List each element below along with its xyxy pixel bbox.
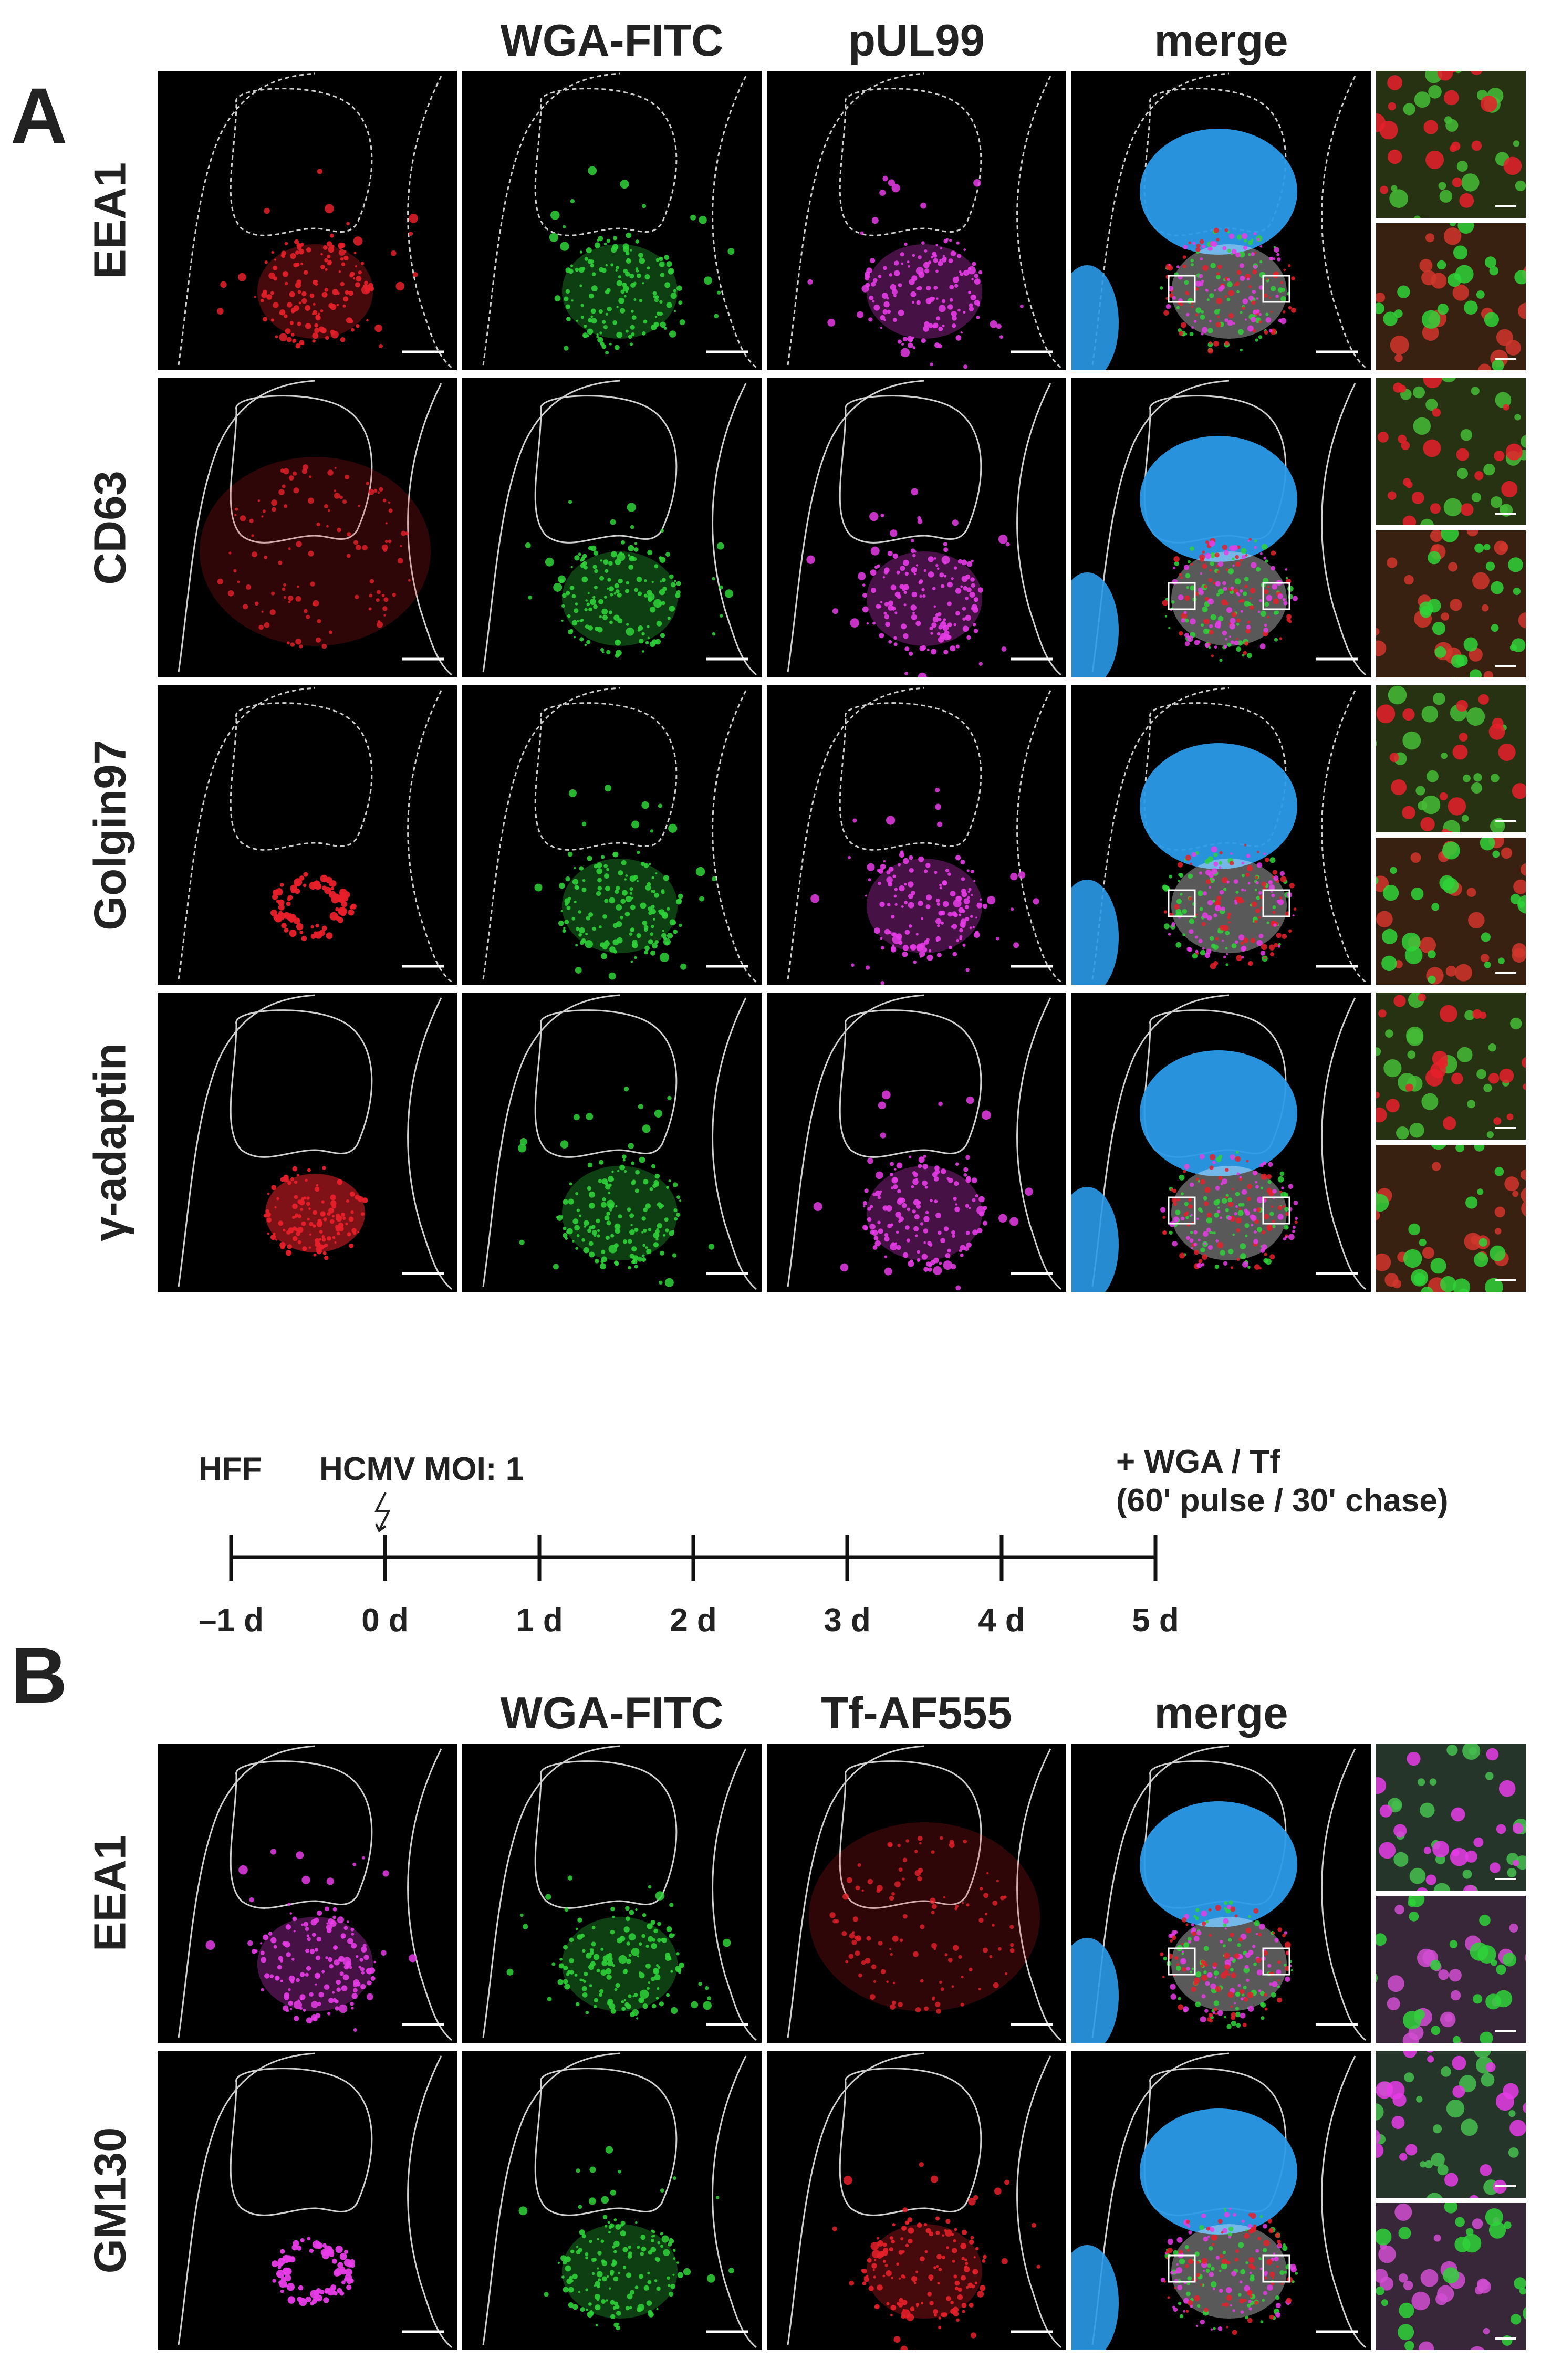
lightning-icon bbox=[374, 1492, 391, 1533]
panel-a-col-pul99: pUL99 bbox=[848, 16, 985, 66]
panel-a-gamma-adaptin-ch3 bbox=[767, 993, 1066, 1292]
panel-a-eea1-merge bbox=[1071, 71, 1371, 370]
panel-b-eea1-marker bbox=[158, 1744, 457, 2043]
panel-b-gm130-ch3 bbox=[767, 2051, 1066, 2350]
panel-a-cd63-wga bbox=[462, 378, 762, 677]
panel-a-row-golgin97: Golgin97 bbox=[85, 739, 136, 931]
panel-a-cd63-zoom-1 bbox=[1376, 378, 1526, 525]
timeline-tick-label: 2 d bbox=[670, 1602, 717, 1638]
panel-a-cd63-zoom-2 bbox=[1376, 530, 1526, 677]
panel-b-gm130-zoom-2 bbox=[1376, 2203, 1526, 2350]
panel-b-gm130-wga bbox=[462, 2051, 762, 2350]
panel-a-eea1-marker bbox=[158, 71, 457, 370]
panel-b-gm130-marker bbox=[158, 2051, 457, 2350]
panel-b-col-merge: merge bbox=[1154, 1688, 1288, 1738]
timeline-tick-label: –1 d bbox=[198, 1602, 264, 1638]
panel-a-cd63-merge bbox=[1071, 378, 1371, 677]
panel-a-row-gamma-adaptin: γ-adaptin bbox=[85, 1043, 136, 1241]
timeline-tick-label: 4 d bbox=[978, 1602, 1025, 1638]
panel-a-golgin97-marker bbox=[158, 685, 457, 985]
panel-b-row-eea1: EEA1 bbox=[85, 1834, 136, 1952]
panel-b-col-tf: Tf-AF555 bbox=[821, 1688, 1012, 1738]
panel-b-gm130-zoom-1 bbox=[1376, 2051, 1526, 2198]
panel-b-eea1-ch3 bbox=[767, 1744, 1066, 2043]
panel-b-row-gm130: GM130 bbox=[85, 2127, 136, 2274]
panel-a-golgin97-merge bbox=[1071, 685, 1371, 985]
panel-a-col-wga: WGA-FITC bbox=[500, 16, 724, 66]
panel-a-eea1-wga bbox=[462, 71, 762, 370]
panel-a-cd63-marker bbox=[158, 378, 457, 677]
timeline-treatment-detail: (60' pulse / 30' chase) bbox=[1116, 1483, 1449, 1519]
panel-b-eea1-wga bbox=[462, 1744, 762, 2043]
panel-a-letter: A bbox=[11, 71, 68, 160]
panel-a-gamma-adaptin-zoom-2 bbox=[1376, 1145, 1526, 1292]
timeline-axis bbox=[229, 1535, 1158, 1581]
panel-a-gamma-adaptin-marker bbox=[158, 993, 457, 1292]
panel-a-col-merge: merge bbox=[1154, 16, 1288, 66]
panel-a-eea1-zoom-2 bbox=[1376, 223, 1526, 370]
timeline-infection-label: HCMV MOI: 1 bbox=[319, 1451, 524, 1487]
panel-a-gamma-adaptin-zoom-1 bbox=[1376, 993, 1526, 1140]
panel-a-golgin97-zoom-2 bbox=[1376, 838, 1526, 985]
panel-a-golgin97-wga bbox=[462, 685, 762, 985]
timeline-tick-label: 3 d bbox=[824, 1602, 871, 1638]
panel-a-row-eea1: EEA1 bbox=[85, 162, 136, 279]
panel-a-golgin97-zoom-1 bbox=[1376, 685, 1526, 832]
panel-b-eea1-zoom-1 bbox=[1376, 1744, 1526, 1891]
panel-b-col-wga: WGA-FITC bbox=[500, 1688, 724, 1738]
panel-a-gamma-adaptin-merge bbox=[1071, 993, 1371, 1292]
panel-a-row-cd63: CD63 bbox=[85, 471, 136, 585]
panel-b-eea1-merge bbox=[1071, 1744, 1371, 2043]
panel-a-cd63-ch3 bbox=[767, 378, 1066, 677]
panel-b-eea1-zoom-2 bbox=[1376, 1896, 1526, 2043]
timeline-start-label: HFF bbox=[199, 1451, 262, 1487]
timeline-tick-label: 1 d bbox=[516, 1602, 563, 1638]
panel-a-gamma-adaptin-wga bbox=[462, 993, 762, 1292]
panel-b-letter: B bbox=[11, 1631, 68, 1719]
panel-a-golgin97-ch3 bbox=[767, 685, 1066, 985]
panel-a-eea1-ch3 bbox=[767, 71, 1066, 370]
panel-b-gm130-merge bbox=[1071, 2051, 1371, 2350]
timeline-treatment-label: + WGA / Tf bbox=[1116, 1444, 1280, 1480]
panel-a-eea1-zoom-1 bbox=[1376, 71, 1526, 218]
timeline-tick-label: 0 d bbox=[361, 1602, 409, 1638]
timeline-tick-label: 5 d bbox=[1132, 1602, 1179, 1638]
